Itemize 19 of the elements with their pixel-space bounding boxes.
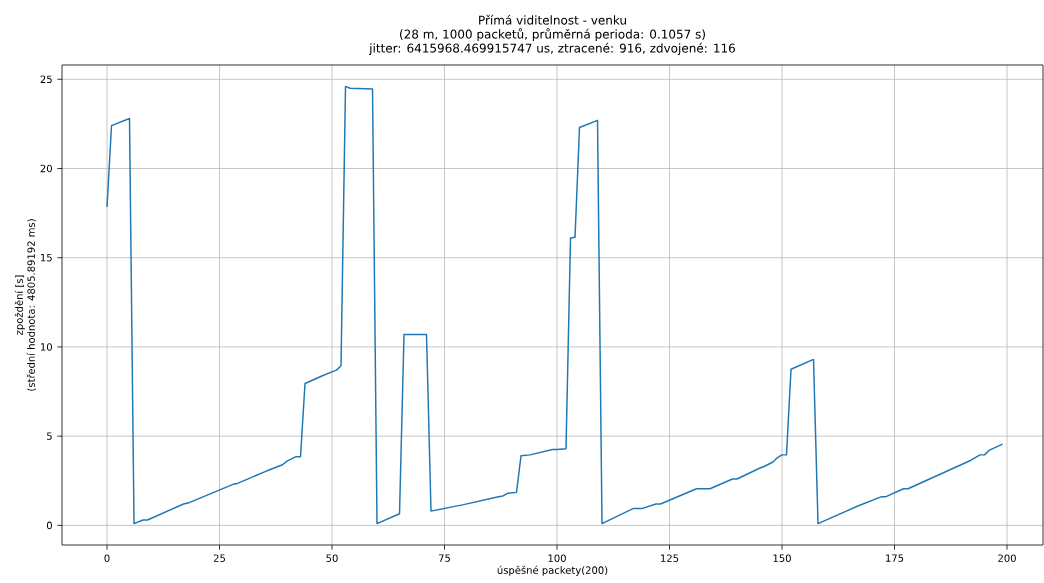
y-tick-label: 15 (41, 254, 52, 262)
x-tick-label: 50 (326, 554, 338, 562)
x-tick-label: 0 (104, 554, 110, 562)
y-tick-label: 20 (40, 164, 52, 173)
line-series (106, 85, 1004, 525)
x-tick-label: 25 (213, 554, 225, 562)
y-axis-title: zpoždění [s] (střední hodnota: 4805.89192 ms) (14, 219, 37, 391)
x-tick-label: 125 (661, 554, 679, 562)
x-tick-label: 75 (438, 554, 450, 562)
x-tick-label: 200 (998, 554, 1016, 562)
x-axis-title: úspěšné packety(200) (497, 565, 608, 576)
y-tick-label: 5 (47, 432, 52, 440)
chart-title: Přímá viditelnost - venku (28 m, 1000 packetů, průměrná perioda: 0.1057 s) jitter: 6415968.469915747 us, ztracené: 916, zdvojené: 116 (369, 14, 736, 55)
y-tick-label: 0 (46, 521, 52, 530)
x-tick-label: 150 (773, 554, 791, 562)
y-tick-label: 10 (41, 343, 52, 351)
y-tick-label: 25 (40, 75, 52, 84)
x-tick-label: 175 (886, 554, 904, 562)
x-tick-label: 100 (548, 554, 566, 562)
